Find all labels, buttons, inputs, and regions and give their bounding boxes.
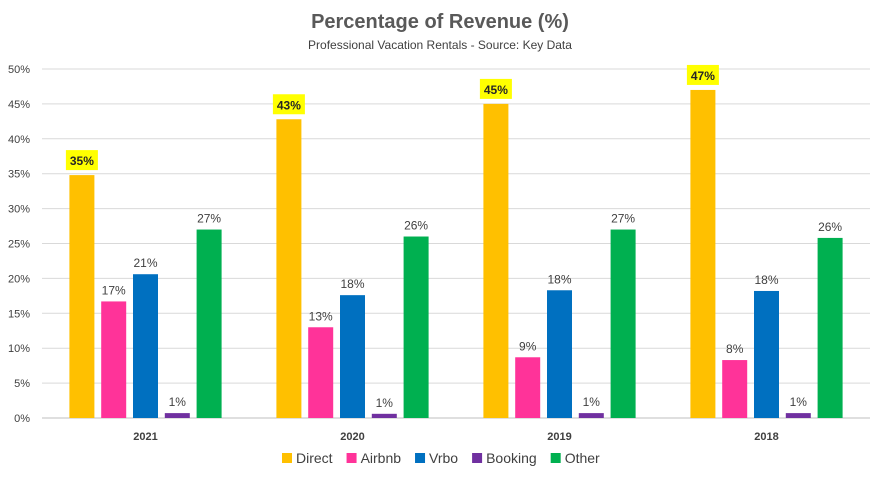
- legend-swatch-direct: [282, 453, 292, 463]
- legend-label-booking: Booking: [486, 450, 537, 466]
- bar-airbnb-2018: [722, 360, 748, 418]
- bar-booking-2019: [578, 413, 604, 418]
- y-tick-label: 10%: [8, 343, 30, 355]
- data-label: 18%: [754, 273, 778, 287]
- bar-other-2019: [610, 229, 636, 418]
- y-tick-label: 40%: [8, 134, 30, 146]
- x-tick-label: 2019: [547, 431, 571, 443]
- bars: [69, 89, 843, 419]
- legend-swatch-airbnb: [346, 453, 357, 463]
- data-labels: 35% 17% 21% 1% 27% 43% 13% 18% 1% 26% 45% 9% 18% 1% 27…: [65, 64, 842, 410]
- bar-other-2020: [403, 236, 429, 418]
- legend-label-other: Other: [565, 450, 600, 466]
- x-tick-label: 2020: [340, 431, 364, 443]
- bar-booking-2020: [371, 413, 397, 418]
- legend-label-direct: Direct: [296, 450, 333, 466]
- data-label: 45%: [484, 83, 508, 97]
- gridlines: [42, 68, 870, 419]
- data-label: 26%: [404, 219, 428, 233]
- label-highlight: [272, 94, 305, 115]
- y-axis: 0% 5% 10% 15% 20% 25% 30% 35% 40% 45% 50%: [8, 64, 30, 425]
- bar-vrbo-2021: [133, 274, 158, 418]
- data-label: 18%: [547, 272, 571, 286]
- bar-direct-2020: [276, 119, 302, 419]
- bar-direct-2018: [690, 89, 716, 418]
- legend-swatch-vrbo: [415, 453, 426, 463]
- label-highlight: [65, 150, 98, 171]
- data-label: 43%: [277, 98, 301, 112]
- bar-airbnb-2019: [515, 357, 541, 418]
- data-label: 1%: [790, 395, 808, 409]
- legend-swatch-booking: [472, 453, 483, 463]
- y-tick-label: 20%: [8, 273, 30, 285]
- data-label: 9%: [519, 339, 537, 353]
- data-label: 13%: [309, 309, 333, 323]
- bar-airbnb-2021: [101, 301, 127, 418]
- chart-subtitle: Professional Vacation Rentals - Source: …: [308, 38, 572, 52]
- chart-title: Percentage of Revenue (%): [311, 11, 569, 33]
- data-label: 27%: [611, 212, 635, 226]
- y-tick-label: 0%: [14, 413, 30, 425]
- data-label: 47%: [691, 69, 715, 83]
- bar-direct-2019: [483, 103, 509, 419]
- y-tick-label: 50%: [8, 64, 30, 76]
- legend-label-vrbo: Vrbo: [429, 450, 458, 466]
- y-tick-label: 35%: [8, 169, 30, 181]
- data-label: 35%: [70, 154, 94, 168]
- legend: Direct Airbnb Vrbo Booking Other: [282, 450, 600, 466]
- legend-swatch-other: [550, 453, 561, 463]
- x-axis: 2021 2020 2019 2018: [133, 431, 778, 443]
- label-highlight: [686, 64, 719, 85]
- x-tick-label: 2018: [754, 431, 778, 443]
- bar-vrbo-2018: [754, 290, 779, 418]
- data-label: 21%: [133, 256, 157, 270]
- data-label: 18%: [340, 277, 364, 291]
- bar-booking-2021: [164, 413, 190, 418]
- bar-other-2021: [196, 229, 222, 418]
- y-tick-label: 5%: [14, 378, 30, 390]
- bar-other-2018: [817, 237, 843, 418]
- bar-vrbo-2019: [547, 290, 572, 418]
- data-label: 1%: [583, 395, 601, 409]
- data-label: 17%: [102, 283, 126, 297]
- y-tick-label: 30%: [8, 204, 30, 216]
- bar-airbnb-2020: [308, 327, 334, 418]
- y-tick-label: 25%: [8, 239, 30, 251]
- legend-label-airbnb: Airbnb: [361, 450, 402, 466]
- data-label: 1%: [169, 395, 187, 409]
- y-tick-label: 15%: [8, 308, 30, 320]
- data-label: 27%: [197, 212, 221, 226]
- label-highlight: [479, 78, 512, 99]
- x-tick-label: 2021: [133, 431, 157, 443]
- bar-direct-2021: [69, 175, 95, 418]
- data-label: 8%: [726, 342, 744, 356]
- data-label: 26%: [818, 220, 842, 234]
- data-label: 1%: [376, 396, 394, 410]
- bar-booking-2018: [785, 413, 811, 418]
- y-tick-label: 45%: [8, 99, 30, 111]
- bar-vrbo-2020: [340, 295, 365, 418]
